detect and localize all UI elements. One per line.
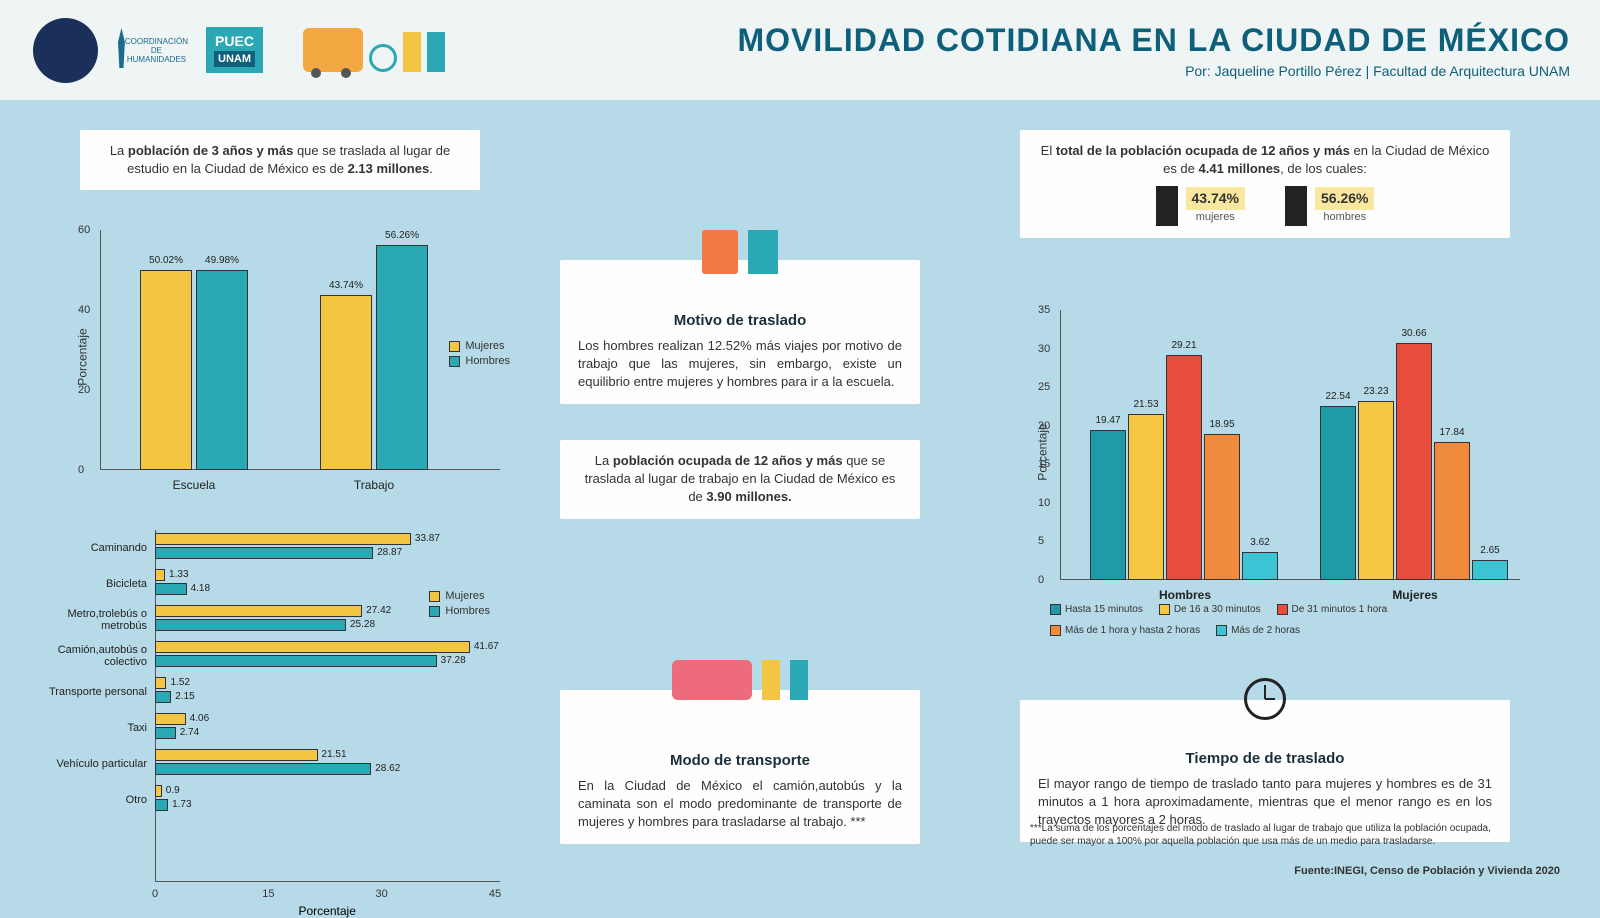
callout-motivo: Motivo de traslado Los hombres realizan …: [560, 260, 920, 404]
transport-icons: [303, 28, 445, 72]
callout-total-population: El total de la población ocupada de 12 a…: [1020, 130, 1510, 238]
pedestrian-icon: [790, 660, 808, 700]
chart3-legend: Hasta 15 minutosDe 16 a 30 minutosDe 31 …: [1050, 604, 1520, 636]
callout-study-population: La población de 3 años y más que se tras…: [80, 130, 480, 190]
chart1-legend: MujeresHombres: [449, 340, 510, 370]
bus-icon: [303, 28, 363, 72]
man-icon: [1285, 186, 1307, 226]
gender-hombres: 56.26%hombres: [1285, 186, 1374, 226]
callout-work-population: La población ocupada de 12 años y más qu…: [560, 440, 920, 519]
chart2-legend: MujeresHombres: [429, 590, 490, 620]
footnote-source: Fuente:INEGI, Censo de Población y Vivie…: [1294, 864, 1560, 878]
pedestrian-icon: [403, 32, 421, 72]
coordinacion-logo: COORDINACIÓN DE HUMANIDADES: [118, 15, 188, 85]
chart-motivo-bars: Porcentaje 0204060 50.02%49.98%Escuela43…: [60, 230, 500, 510]
unam-logo: [30, 15, 100, 85]
callout-title: Modo de transporte: [578, 750, 902, 771]
footnote-asterisk: ***La suma de los porcentajes del modo d…: [1030, 822, 1510, 848]
callout-title: Tiempo de de traslado: [1038, 748, 1492, 769]
running-icon: [748, 230, 778, 274]
clock-icon: [1244, 678, 1286, 720]
pedestrian-icon: [762, 660, 780, 700]
callout-tiempo: Tiempo de de traslado El mayor rango de …: [1020, 700, 1510, 842]
puec-logo: PUECUNAM: [206, 27, 263, 73]
pedestrian-icon: [427, 32, 445, 72]
header: COORDINACIÓN DE HUMANIDADES PUECUNAM MOV…: [0, 0, 1600, 100]
gender-mujeres: 43.74%mujeres: [1156, 186, 1245, 226]
callout-modo: Modo de transporte En la Ciudad de Méxic…: [560, 690, 920, 844]
chart-tiempo-bars: Porcentaje 05101520253035 19.4721.5329.2…: [1020, 310, 1520, 620]
book-icon: [702, 230, 738, 274]
callout-title: Motivo de traslado: [578, 310, 902, 331]
woman-icon: [1156, 186, 1178, 226]
bicycle-icon: [369, 44, 397, 72]
page-title: MOVILIDAD COTIDIANA EN LA CIUDAD DE MÉXI…: [737, 22, 1570, 59]
logo-row: COORDINACIÓN DE HUMANIDADES PUECUNAM: [30, 15, 263, 85]
bus-red-icon: [672, 660, 752, 700]
author-line: Por: Jaqueline Portillo Pérez | Facultad…: [737, 63, 1570, 79]
title-block: MOVILIDAD COTIDIANA EN LA CIUDAD DE MÉXI…: [737, 22, 1570, 79]
chart-modo-bars: Caminando33.8728.87Bicicleta1.334.18Metr…: [40, 530, 510, 910]
